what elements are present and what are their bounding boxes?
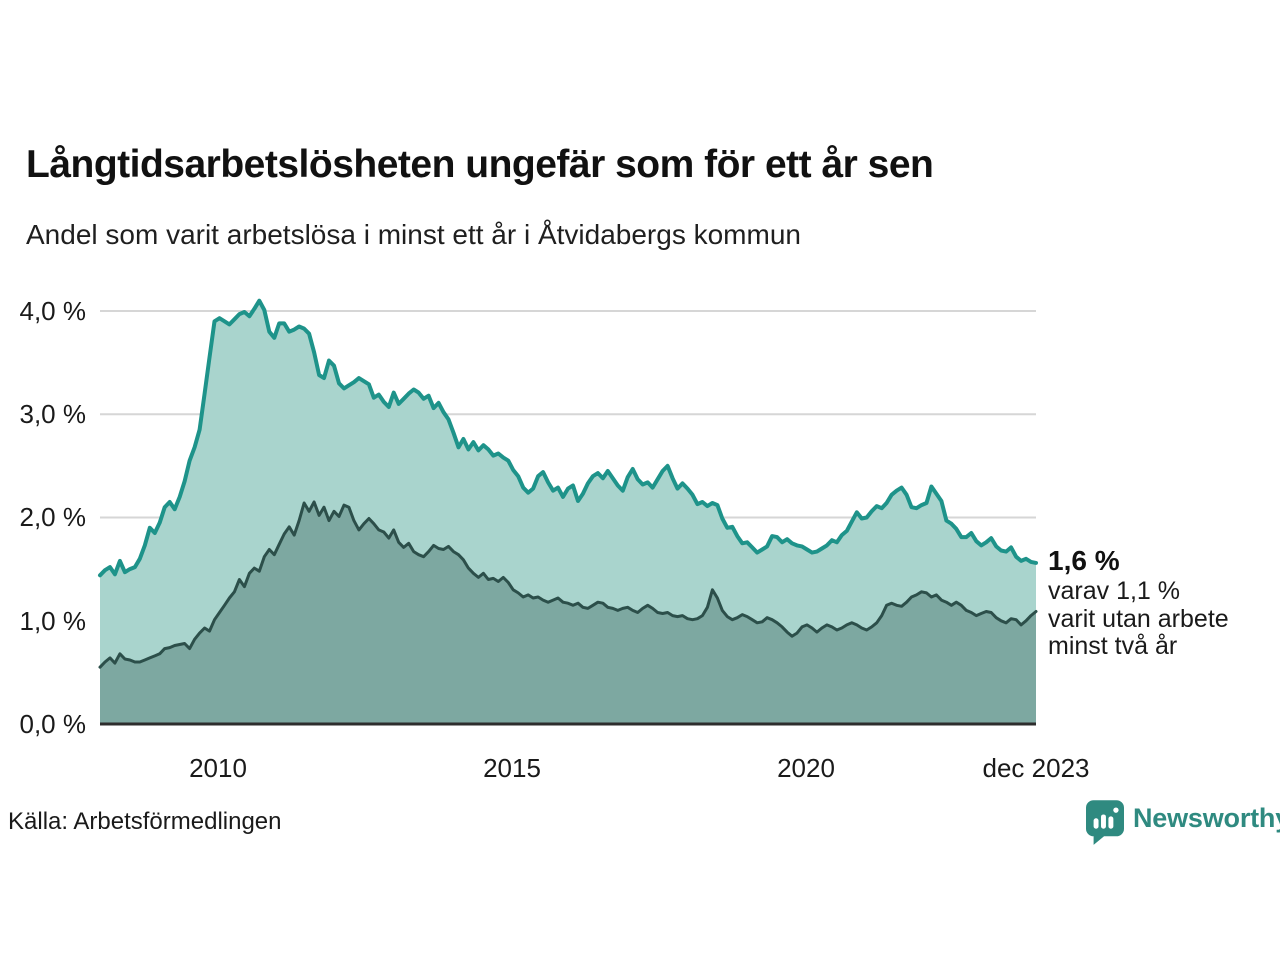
- newsworthy-wordmark: Newsworthy: [1133, 803, 1280, 833]
- chart-subtitle: Andel som varit arbetslösa i minst ett å…: [26, 219, 801, 250]
- y-tick-label: 3,0 %: [19, 399, 87, 429]
- newsworthy-bubble-icon: [1086, 800, 1124, 845]
- annotation-line: varav 1,1 %: [1048, 577, 1181, 605]
- y-tick-label: 1,0 %: [19, 606, 87, 636]
- line-unemployed-one-year: [98, 298, 1038, 578]
- x-tick-label: 2020: [777, 753, 835, 783]
- y-tick-label: 4,0 %: [19, 296, 87, 326]
- annotation-line: varit utan arbete: [1048, 604, 1229, 633]
- line-unemployed-two-years: [98, 500, 1038, 669]
- latest-value: 1,6 %: [1048, 545, 1120, 576]
- newsworthy-logo: Newsworthy: [1086, 800, 1280, 846]
- x-tick-label: dec 2023: [982, 753, 1090, 783]
- x-tick-label: 2015: [483, 753, 541, 783]
- page-title: Långtidsarbetslösheten ungefär som för e…: [26, 143, 934, 186]
- area-unemployed-two-years: [100, 502, 1036, 724]
- x-tick-label: 2010: [189, 753, 247, 783]
- latest-value-annotation: 1,6 % varav 1,1 % varit utan arbete mins…: [1048, 544, 1268, 661]
- annotation-line: minst två år: [1048, 632, 1178, 660]
- y-tick-label: 2,0 %: [19, 502, 87, 532]
- y-tick-label: 0,0 %: [19, 709, 87, 739]
- source-caption: Källa: Arbetsförmedlingen: [8, 808, 282, 835]
